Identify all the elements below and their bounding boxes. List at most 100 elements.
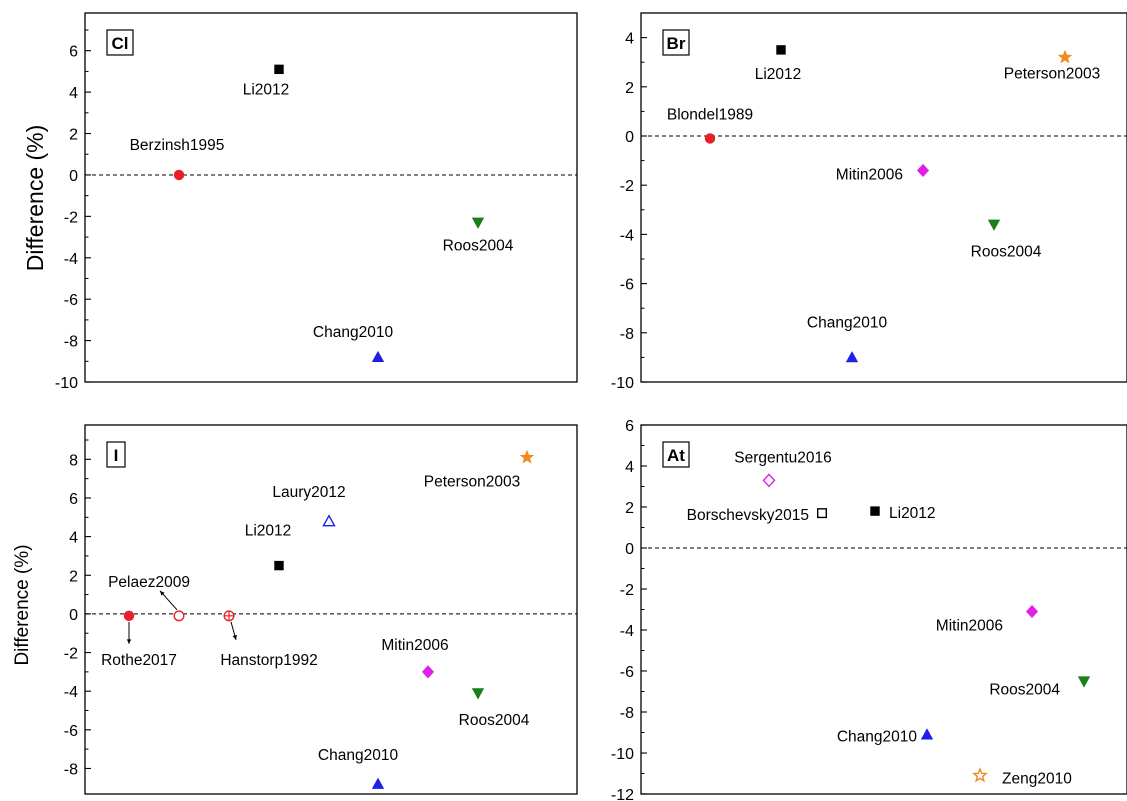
- y-tick-label: -8: [620, 326, 634, 343]
- point-label-peterson2003: Peterson2003: [1004, 65, 1101, 82]
- y-tick-label: -4: [620, 227, 634, 244]
- point-label-roos2004: Roos2004: [459, 712, 530, 729]
- point-roos2004: [987, 219, 1001, 231]
- point-label-roos2004: Roos2004: [971, 244, 1042, 261]
- y-axis-title-bottom: Difference (%): [12, 544, 33, 665]
- point-label-borschevsky2015: Borschevsky2015: [687, 507, 809, 524]
- plot-frame: [640, 12, 1127, 383]
- point-pelaez2009: [173, 610, 185, 622]
- y-tick-label: 0: [625, 129, 634, 146]
- point-roos2004: [1077, 676, 1091, 688]
- point-label-chang2010: Chang2010: [318, 747, 399, 764]
- point-berzinsh1995: [173, 169, 185, 181]
- point-rothe2017: [123, 610, 135, 622]
- y-tick-label: -6: [620, 664, 634, 681]
- point-label-mitin2006: Mitin2006: [381, 637, 448, 654]
- plot-frame: [84, 424, 578, 795]
- point-label-mitin2006: Mitin2006: [836, 166, 903, 183]
- y-tick-label: -8: [64, 334, 78, 351]
- point-label-li2012: Li2012: [245, 523, 292, 540]
- point-label-roos2004: Roos2004: [989, 681, 1060, 698]
- y-tick-label: -2: [64, 646, 78, 663]
- y-axis-title-top: Difference (%): [22, 125, 48, 272]
- y-tick-label: -4: [620, 623, 634, 640]
- point-peterson2003: [519, 449, 535, 464]
- y-tick-label: -12: [611, 787, 634, 801]
- point-label-chang2010: Chang2010: [837, 729, 918, 746]
- point-chang2010: [371, 350, 385, 363]
- y-tick-label: 0: [69, 607, 78, 624]
- y-tick-label: -2: [620, 582, 634, 599]
- y-tick-label: 2: [69, 568, 78, 585]
- point-peterson2003: [1057, 49, 1073, 64]
- point-mitin2006: [1025, 604, 1039, 619]
- y-tick-label: 4: [69, 530, 78, 547]
- label-arrowhead: [126, 639, 132, 644]
- point-label-roos2004: Roos2004: [443, 238, 514, 255]
- y-tick-label: -6: [620, 277, 634, 294]
- point-sergentu2016: [762, 473, 776, 488]
- panel-br: -10 -8 -6 -4 -2 0 2 4 Br Blondel1989 Li2012 Chang20…: [611, 12, 1127, 392]
- point-label-hanstorp1992: Hanstorp1992: [220, 652, 317, 669]
- panel-label-box: [106, 29, 134, 56]
- panel-label-text: I: [114, 446, 119, 465]
- point-chang2010: [371, 777, 385, 789]
- point-label-rothe2017: Rothe2017: [101, 652, 177, 669]
- point-label-li2012: Li2012: [243, 81, 290, 98]
- point-li2012: [274, 560, 284, 571]
- point-label-blondel1989: Blondel1989: [667, 106, 753, 123]
- panel-label: At: [662, 441, 690, 468]
- y-tick-label: 0: [69, 168, 78, 185]
- panel-label-text: Cl: [112, 34, 129, 53]
- y-tick-label: 2: [625, 500, 634, 517]
- panel-label: Cl: [106, 29, 134, 56]
- panel-label-box: [662, 29, 690, 56]
- panel-label-text: Br: [667, 34, 686, 53]
- point-label-zeng2010: Zeng2010: [1002, 771, 1072, 788]
- point-li2012: [274, 64, 284, 75]
- point-label-berzinsh1995: Berzinsh1995: [130, 137, 225, 154]
- point-li2012: [870, 506, 880, 516]
- point-li2012: [776, 45, 786, 55]
- point-label-laury2012: Laury2012: [272, 484, 345, 501]
- point-laury2012: [322, 514, 336, 527]
- point-label-chang2010: Chang2010: [313, 324, 394, 341]
- point-chang2010: [845, 351, 859, 363]
- y-tick-label: -2: [620, 178, 634, 195]
- panel-label: I: [106, 441, 126, 468]
- y-tick-label: -8: [64, 761, 78, 778]
- point-label-pelaez2009: Pelaez2009: [108, 574, 190, 591]
- point-mitin2006: [916, 163, 930, 178]
- y-tick-label: -10: [611, 746, 634, 763]
- y-tick-label: -8: [620, 705, 634, 722]
- y-tick-label: -10: [55, 375, 78, 392]
- point-label-li2012: Li2012: [889, 505, 936, 522]
- point-zeng2010: [971, 767, 989, 783]
- point-label-sergentu2016: Sergentu2016: [734, 449, 831, 466]
- y-tick-label: 2: [625, 80, 634, 97]
- y-tick-label: 4: [69, 85, 78, 102]
- y-tick-label: 6: [69, 491, 78, 508]
- point-label-peterson2003: Peterson2003: [424, 473, 521, 490]
- y-tick-label: 4: [625, 31, 634, 48]
- point-label-chang2010: Chang2010: [807, 314, 888, 331]
- y-tick-label: 6: [625, 418, 634, 435]
- point-blondel1989: [704, 133, 716, 144]
- y-tick-label: 0: [625, 541, 634, 558]
- panel-label-box: [106, 441, 126, 468]
- point-label-mitin2006: Mitin2006: [936, 618, 1003, 635]
- point-mitin2006: [421, 665, 435, 679]
- panel-i: -8 -6 -4 -2 0 2 4 6 8 I Rothe2017 Pelaez2009 Hanstor…: [64, 424, 578, 795]
- y-tick-label: -4: [64, 684, 78, 701]
- y-tick-label: 8: [69, 452, 78, 469]
- y-tick-label: -6: [64, 723, 78, 740]
- panel-at: -12 -10 -8 -6 -4 -2 0 2 4 6 At Sergentu2016 Borschev…: [611, 418, 1127, 801]
- y-tick-label: -10: [611, 375, 634, 392]
- point-roos2004: [471, 688, 485, 700]
- panel-label-box: [662, 441, 690, 468]
- y-tick-label: -4: [64, 251, 78, 268]
- label-arrowhead: [160, 590, 165, 596]
- point-roos2004: [471, 217, 485, 229]
- plot-frame: [84, 12, 578, 383]
